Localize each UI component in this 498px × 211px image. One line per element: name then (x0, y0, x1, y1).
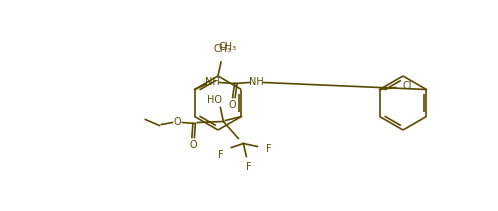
Text: Cl: Cl (402, 81, 412, 91)
Text: F: F (265, 143, 271, 153)
Text: F: F (246, 161, 251, 172)
Text: O: O (229, 100, 237, 110)
Text: CH₃: CH₃ (219, 42, 237, 52)
Text: O: O (190, 139, 197, 150)
Text: O: O (174, 116, 181, 127)
Text: F: F (218, 150, 223, 160)
Text: HO: HO (207, 95, 222, 104)
Text: NH: NH (249, 77, 264, 87)
Text: CH₃: CH₃ (214, 44, 232, 54)
Text: NH: NH (205, 77, 220, 87)
